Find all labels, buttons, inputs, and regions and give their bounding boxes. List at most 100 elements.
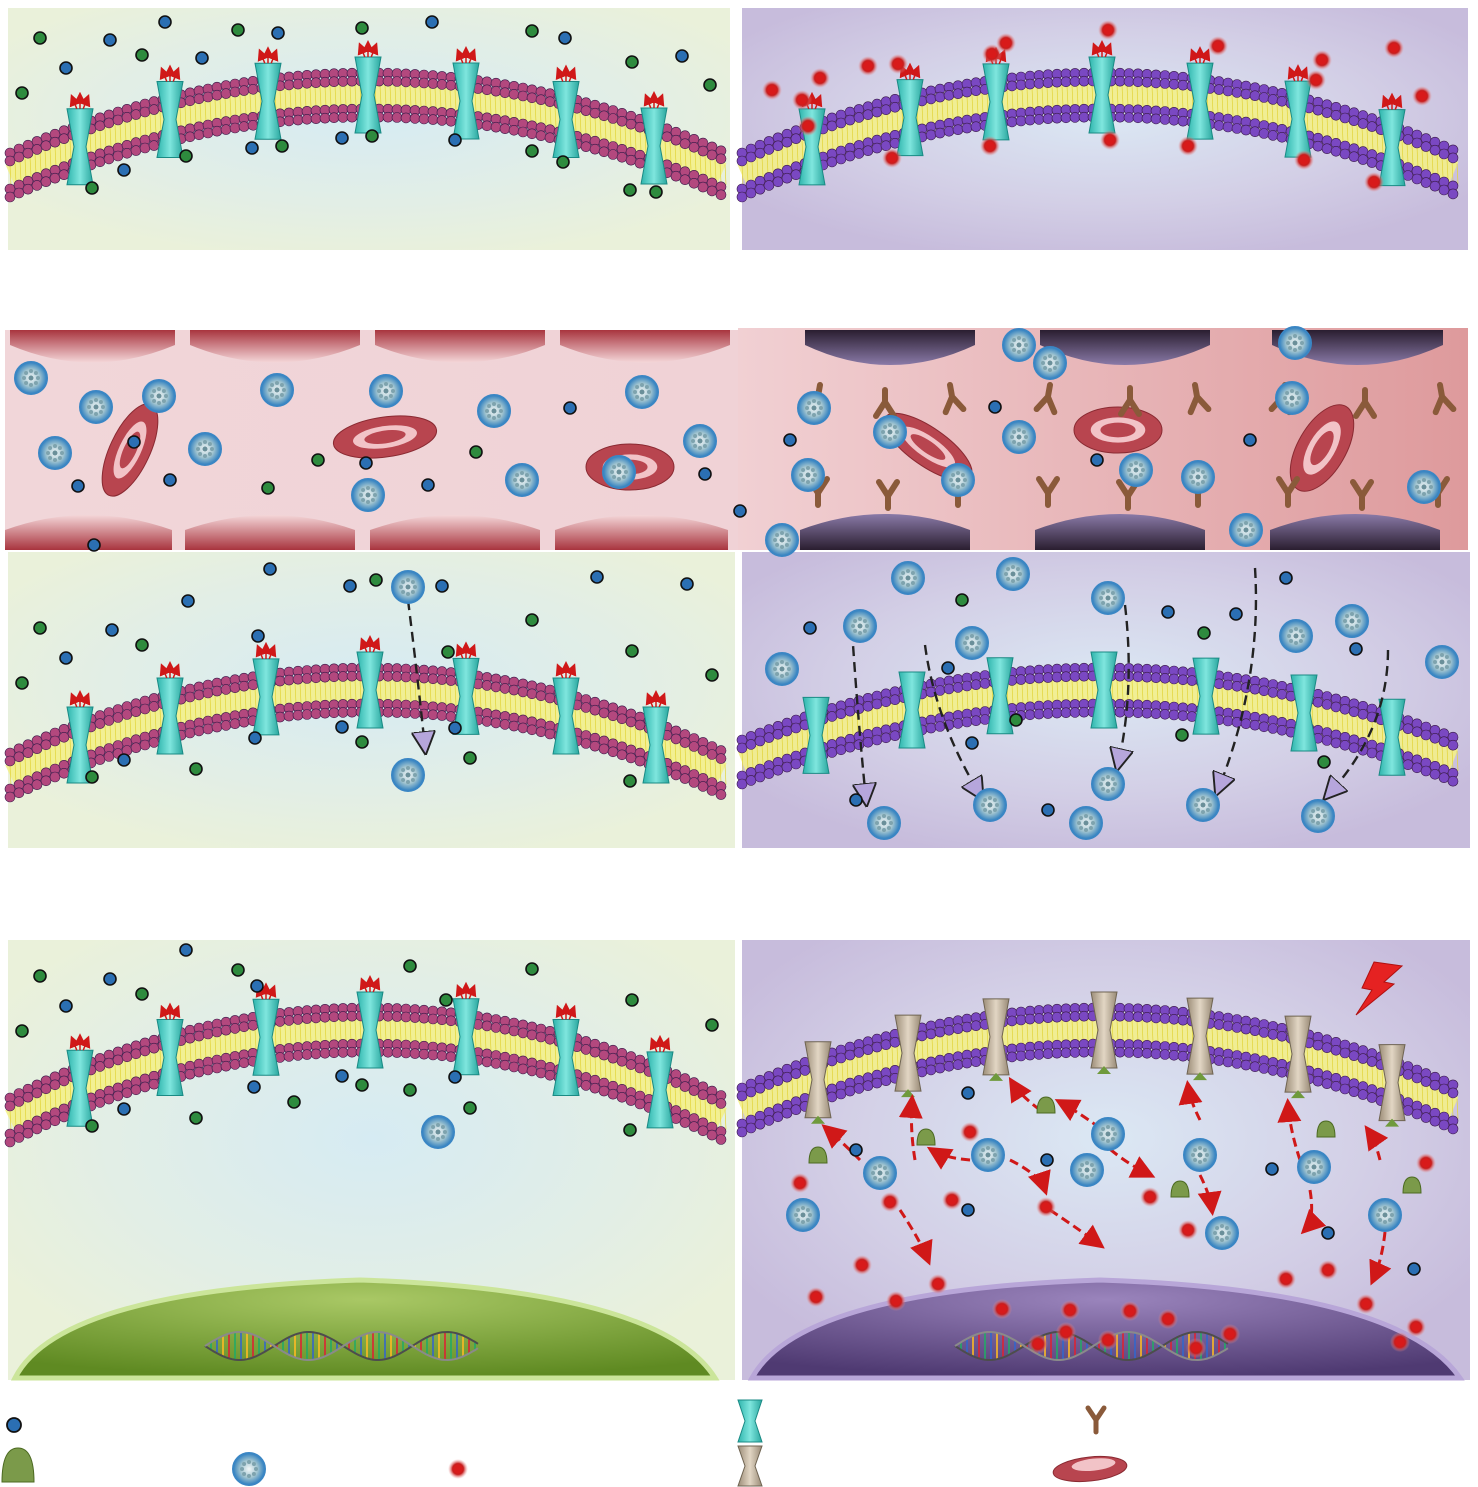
efflux-arrow: [465, 643, 477, 659]
channel-body: [252, 998, 280, 1076]
lipid-tail: [484, 1029, 487, 1050]
channel-body: [1192, 657, 1220, 735]
lipid-head: [625, 118, 637, 130]
nano-subunit: [892, 434, 897, 439]
lipid-head: [274, 1016, 286, 1027]
lipid-tail: [189, 104, 192, 125]
lipid-head: [490, 1058, 502, 1069]
lipid-tail: [454, 685, 457, 706]
lipid-tail: [1306, 1046, 1309, 1067]
lipid-tail: [719, 162, 722, 183]
lipid-head: [346, 111, 358, 123]
efflux-arrow: [565, 66, 577, 82]
lipid-tail: [1011, 1024, 1014, 1045]
nano-core: [1195, 474, 1201, 480]
rbc-cap-bottom-2: [185, 515, 355, 550]
lipid-head: [745, 187, 757, 199]
nano-subunit: [198, 451, 203, 456]
nano-subunit: [487, 413, 492, 418]
lipid-head: [781, 1071, 793, 1083]
lipid-tail: [699, 1097, 702, 1118]
lipid-head: [679, 737, 691, 748]
lipid-tail: [499, 95, 502, 116]
lipid-tail: [634, 129, 637, 150]
nano-subunit: [388, 393, 393, 398]
lipid-tail: [49, 1090, 52, 1112]
lipid-head: [1429, 180, 1441, 192]
lipid-tail: [404, 680, 407, 701]
lipid-head: [1312, 1039, 1324, 1051]
lipid-tail: [1111, 1020, 1114, 1041]
nano-subunit: [1194, 803, 1198, 807]
lipid-tail: [1181, 1024, 1184, 1045]
lipid-tail: [1146, 86, 1149, 107]
nano-subunit: [24, 371, 29, 376]
lipid-tail: [1346, 1057, 1349, 1078]
channel-protein-tip: [1291, 1090, 1305, 1099]
lipid-tail: [579, 113, 582, 134]
nano-core: [405, 772, 411, 778]
nanoparticle-icon: [625, 375, 659, 409]
lipid-head: [499, 123, 511, 134]
lipid-tail: [1216, 687, 1219, 708]
lipid-tail: [394, 1020, 397, 1041]
lipid-tail: [1361, 718, 1364, 739]
lipid-tail: [214, 1036, 217, 1057]
lipid-tail: [704, 1099, 707, 1120]
nano-subunit: [1106, 1125, 1110, 1129]
lipid-head: [22, 1091, 34, 1103]
lipid-tail: [114, 722, 117, 743]
lipid-head: [754, 1118, 766, 1130]
lipid-tail: [539, 103, 542, 124]
nano-subunit: [366, 500, 370, 504]
lipid-tail: [1451, 1096, 1454, 1117]
lipid-tail: [194, 1040, 197, 1062]
lipid-head: [58, 169, 70, 180]
nano-subunit: [784, 542, 789, 547]
lipid-head: [1132, 671, 1144, 683]
lipid-tail: [1326, 1051, 1329, 1072]
lipid-tail: [1041, 87, 1044, 108]
ion-dot: [435, 579, 449, 593]
lipid-tail: [34, 1097, 37, 1118]
lipid-head: [970, 715, 982, 727]
nano-subunit: [94, 412, 98, 416]
lipid-tail: [594, 1056, 597, 1077]
green-ion-dot: [85, 181, 99, 195]
uptake-dashed-arrow: [406, 599, 425, 748]
lipid-tail: [639, 729, 642, 750]
lipid-tail: [274, 1026, 277, 1047]
lipid-tail: [1411, 734, 1414, 755]
lipid-head: [4, 191, 16, 203]
nano-core: [274, 387, 280, 393]
lipid-head: [754, 735, 766, 747]
green-protein-icon: [1402, 1176, 1422, 1194]
lipid-head: [697, 145, 709, 157]
lipid-head: [112, 1054, 124, 1066]
lipid-head: [880, 1039, 892, 1050]
lipid-tail: [1131, 85, 1134, 106]
lipid-tail: [1291, 700, 1294, 721]
lipid-head: [94, 1061, 106, 1072]
lipid-tail: [1356, 716, 1359, 737]
ion-dot: [705, 1018, 719, 1032]
lipid-tail: [1226, 94, 1229, 115]
ion-dot: [680, 577, 694, 591]
lipid-tail: [684, 746, 687, 767]
lipid-head: [4, 755, 16, 767]
lipid-tail: [304, 1022, 307, 1043]
nano-subunit: [1345, 623, 1350, 628]
lipid-head: [697, 1089, 709, 1101]
ros-dashed-arrow: [1364, 1125, 1389, 1161]
channel-body: [356, 651, 384, 729]
ion-dot: [625, 993, 639, 1007]
lipid-head: [772, 176, 784, 188]
lipid-head: [736, 742, 748, 754]
lipid-head: [517, 722, 529, 734]
nano-subunit: [527, 478, 531, 482]
lipid-head: [772, 1075, 784, 1087]
nano-core: [811, 405, 817, 411]
lipid-head: [400, 707, 412, 719]
lipid-head: [889, 102, 901, 113]
lipid-tail: [304, 682, 307, 703]
